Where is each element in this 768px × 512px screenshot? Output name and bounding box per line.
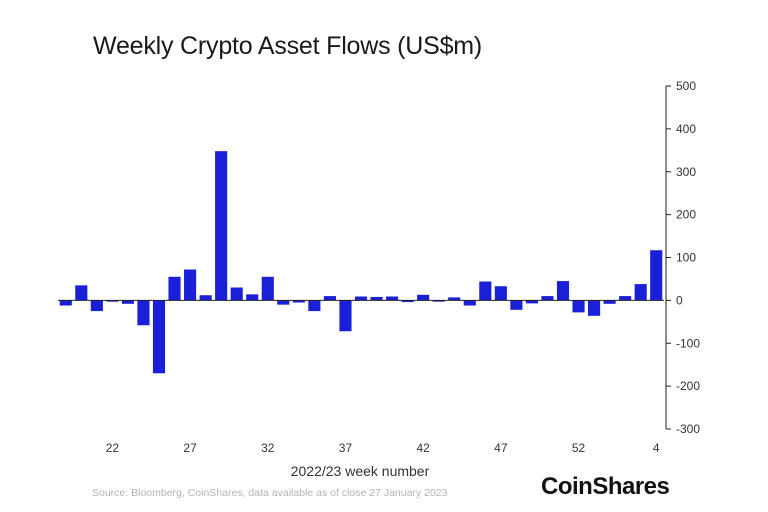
bar — [479, 281, 492, 301]
bar — [59, 300, 72, 306]
y-tick-label: 100 — [676, 251, 696, 265]
bar — [417, 294, 430, 301]
bar — [370, 296, 383, 301]
bar — [106, 300, 119, 302]
bar — [168, 276, 181, 301]
x-axis-label: 2022/23 week number — [290, 463, 430, 479]
bar — [525, 300, 538, 304]
bar — [448, 297, 461, 301]
bar — [463, 300, 476, 306]
bar — [650, 250, 663, 301]
bar — [152, 300, 166, 374]
bar — [510, 300, 523, 310]
x-axis-ticks: 22 27 32 37 42 47 52 4 — [106, 441, 660, 455]
chart-title: Weekly Crypto Asset Flows (US$m) — [93, 32, 483, 60]
bar — [90, 300, 103, 312]
bar — [184, 269, 197, 301]
source-note: Source: Bloomberg, CoinShares, data avai… — [92, 487, 448, 499]
bar — [292, 300, 305, 303]
bar — [121, 300, 134, 304]
bar — [261, 276, 274, 301]
bar — [215, 151, 228, 301]
y-tick-label: -200 — [676, 379, 700, 393]
x-tick-label: 42 — [416, 441, 430, 455]
bar — [75, 285, 88, 301]
bar — [572, 300, 585, 313]
bar — [230, 287, 243, 301]
bar — [432, 300, 445, 302]
bar — [401, 300, 414, 303]
bar — [199, 295, 212, 301]
y-tick-label: 200 — [676, 208, 696, 222]
bar — [556, 281, 570, 301]
bar — [339, 300, 352, 332]
bar — [308, 300, 321, 312]
x-tick-label: 27 — [183, 441, 197, 455]
brand-logo: CoinShares — [541, 473, 670, 500]
y-tick-label: 400 — [676, 122, 696, 136]
bar — [386, 296, 399, 301]
y-tick-label: -100 — [676, 336, 700, 350]
bar — [246, 294, 259, 301]
bar — [541, 296, 554, 301]
bar — [354, 296, 368, 301]
y-tick-label: 0 — [676, 293, 683, 307]
bar — [323, 296, 336, 301]
bar — [494, 286, 507, 301]
x-tick-label: 4 — [653, 441, 660, 455]
bars-group — [59, 151, 663, 374]
bar — [588, 300, 601, 316]
bar — [619, 296, 632, 301]
y-tick-label: -300 — [676, 422, 700, 436]
bar — [634, 284, 647, 301]
y-axis-ticks: 500 400 300 200 100 0 -100 -200 -300 — [666, 79, 700, 436]
bar — [603, 300, 616, 304]
x-tick-label: 37 — [339, 441, 353, 455]
bar — [277, 300, 290, 305]
x-tick-label: 32 — [261, 441, 275, 455]
y-tick-label: 500 — [676, 79, 696, 93]
bar — [137, 300, 150, 326]
x-tick-label: 52 — [572, 441, 586, 455]
x-tick-label: 22 — [106, 441, 120, 455]
x-tick-label: 47 — [494, 441, 508, 455]
y-tick-label: 300 — [676, 165, 696, 179]
